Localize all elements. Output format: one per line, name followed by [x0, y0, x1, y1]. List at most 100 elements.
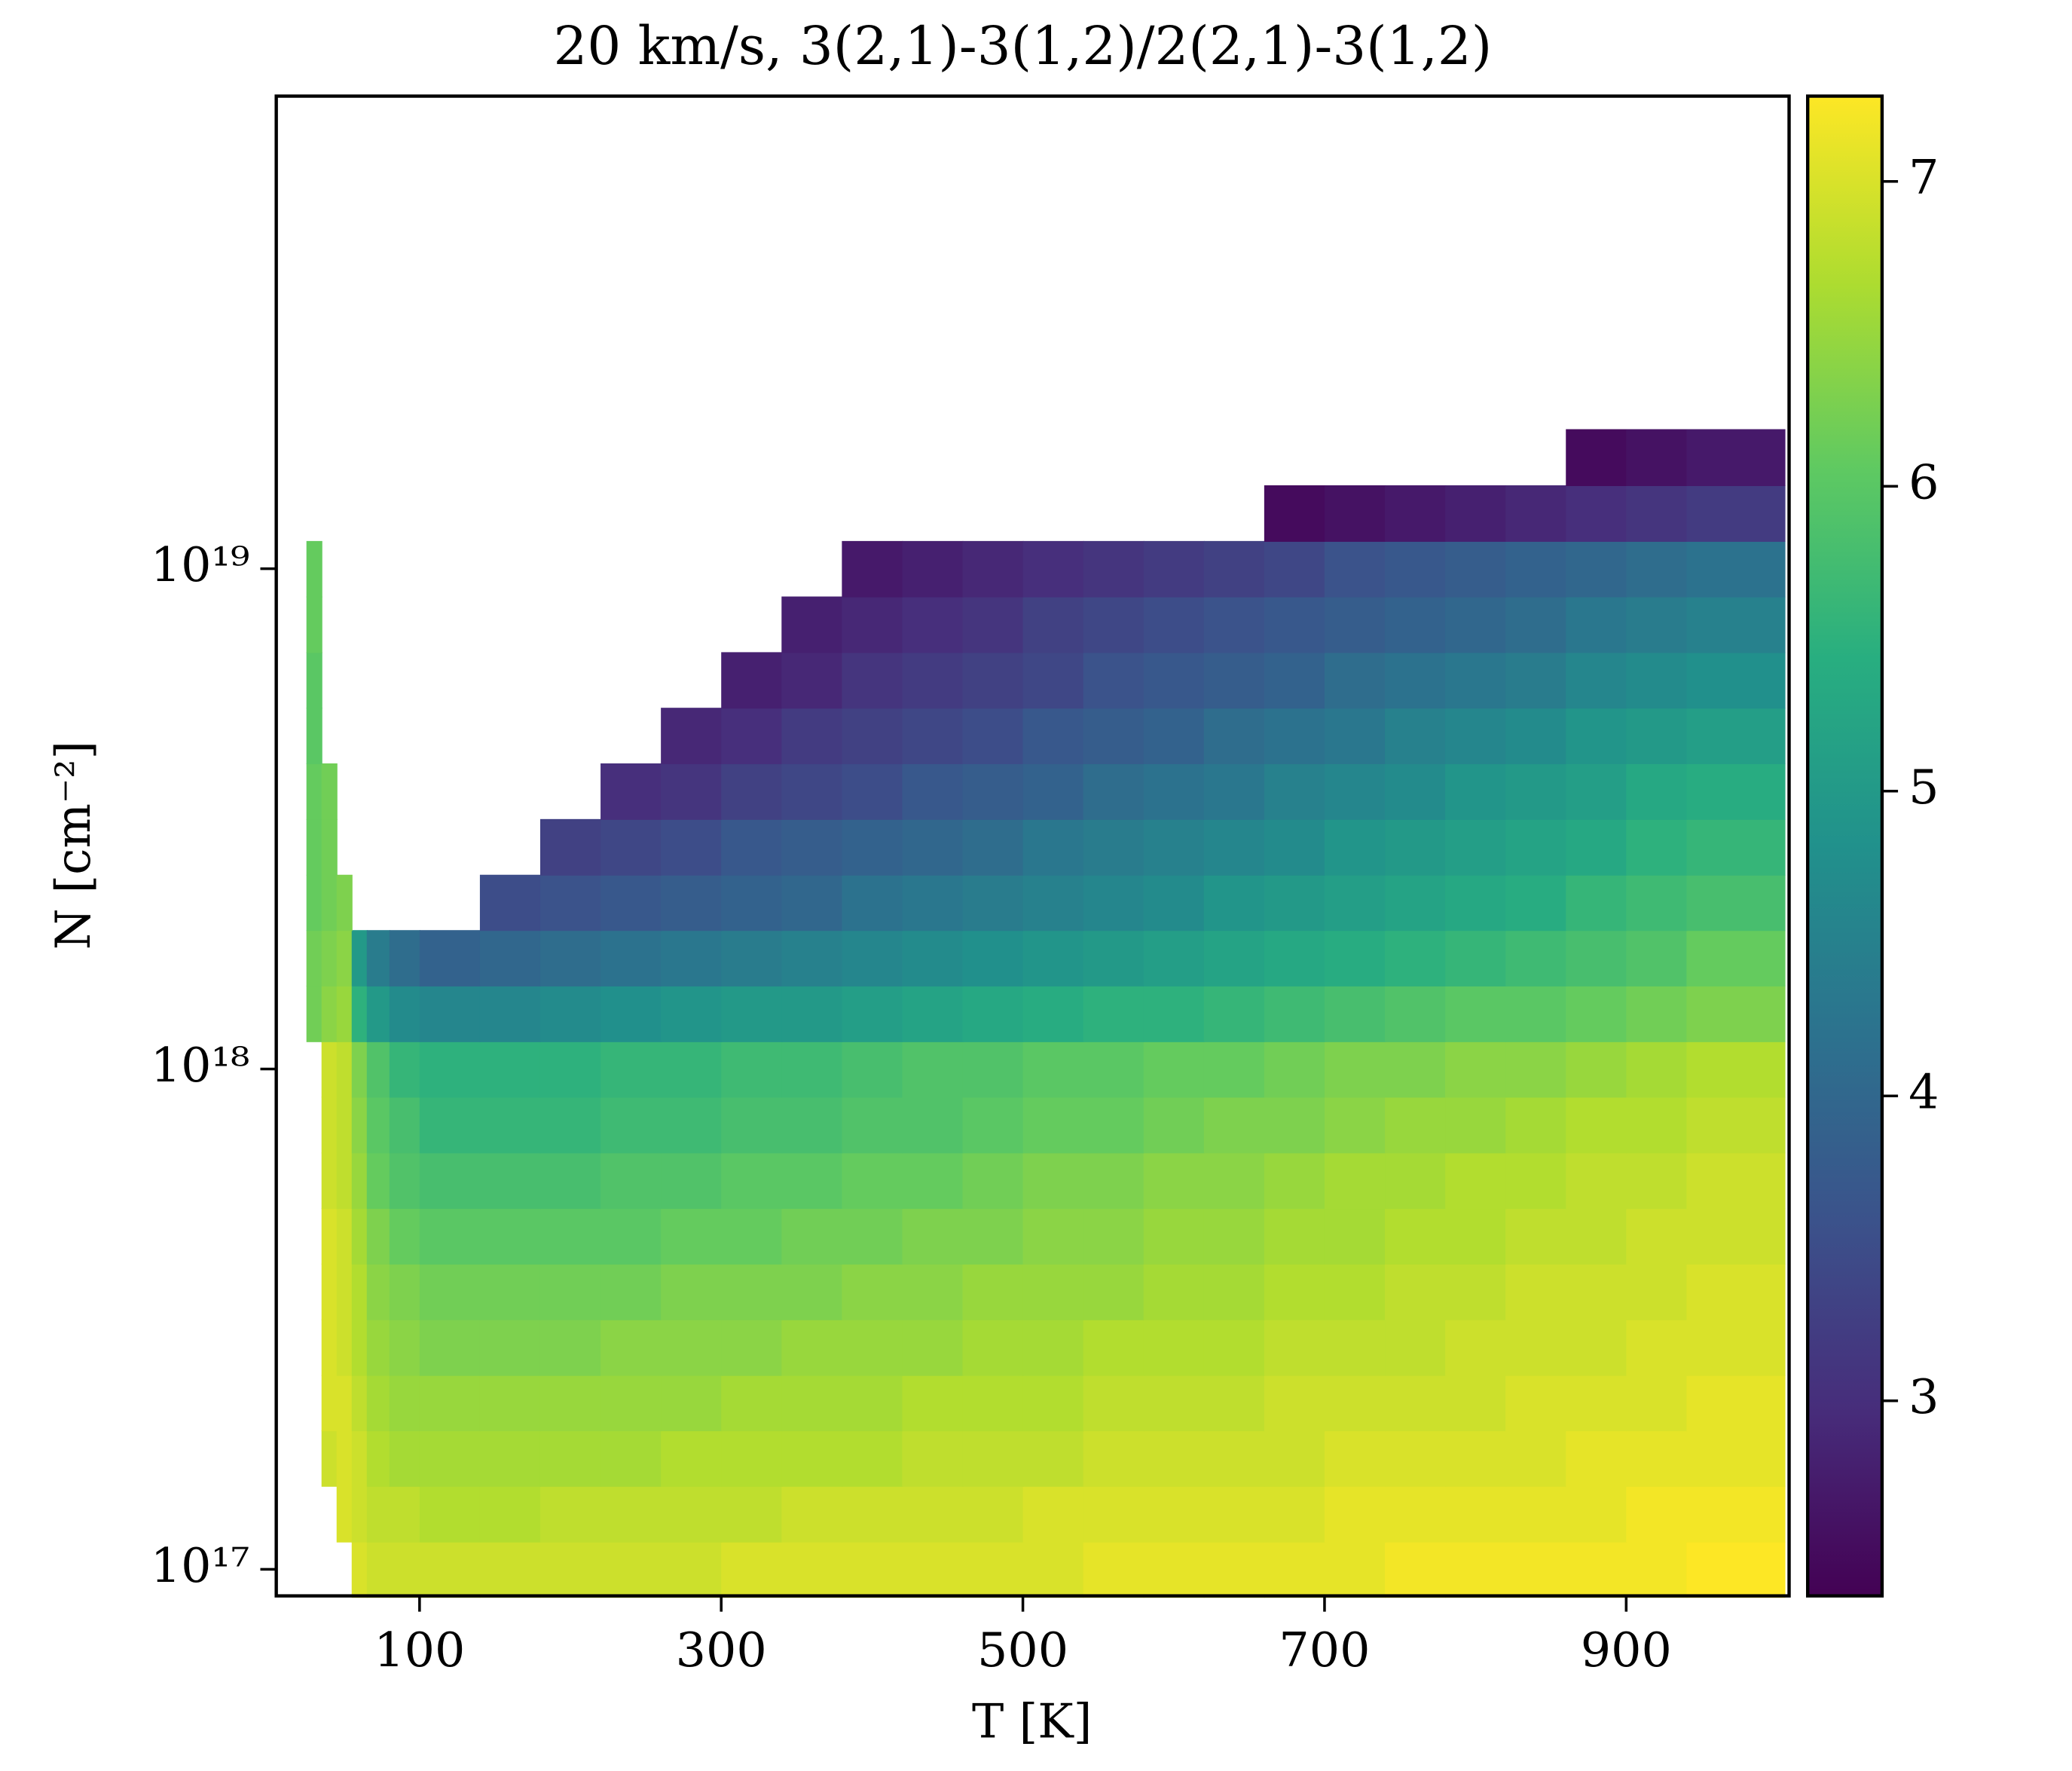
heatmap-cell: [661, 763, 723, 820]
heatmap-cell: [306, 708, 322, 765]
heatmap-cell: [1143, 1319, 1205, 1376]
heatmap-cell: [336, 985, 353, 1042]
heatmap-cell: [842, 1208, 903, 1265]
heatmap-cell: [389, 1430, 420, 1487]
heatmap-cell: [351, 1152, 368, 1210]
heatmap-cell: [962, 1375, 1024, 1432]
heatmap-cell: [1445, 985, 1507, 1042]
heatmap-cell: [1203, 652, 1265, 709]
heatmap-cell: [1505, 485, 1567, 542]
heatmap-cell: [1626, 1152, 1688, 1210]
heatmap-cell: [1022, 985, 1084, 1042]
heatmap-cell: [351, 1097, 368, 1154]
heatmap-cell: [1686, 763, 1786, 820]
heatmap-cell: [902, 1541, 964, 1598]
heatmap-cell: [1385, 1208, 1447, 1265]
heatmap-cell: [902, 1208, 964, 1265]
heatmap-cell: [1385, 1152, 1447, 1210]
heatmap-cell: [539, 1152, 602, 1210]
heatmap-cell: [539, 1430, 602, 1487]
heatmap-cell: [1022, 1375, 1084, 1432]
heatmap-cell: [1083, 763, 1144, 820]
heatmap-cell: [366, 985, 390, 1042]
heatmap-cell: [1686, 708, 1786, 765]
heatmap-cell: [1566, 708, 1627, 765]
heatmap-cell: [1143, 1041, 1205, 1098]
heatmap-cell: [1626, 540, 1688, 598]
heatmap-cell: [1566, 763, 1627, 820]
heatmap-cell: [389, 1485, 420, 1543]
heatmap-cell: [962, 1319, 1024, 1376]
heatmap-cell: [842, 874, 903, 931]
heatmap-cell: [1566, 874, 1627, 931]
heatmap-cell: [842, 1041, 903, 1098]
heatmap-cell: [902, 763, 964, 820]
heatmap-cell: [842, 1319, 903, 1376]
heatmap-cell: [1445, 763, 1507, 820]
heatmap-cell: [1022, 708, 1084, 765]
heatmap-cell: [601, 1152, 662, 1210]
heatmap-cell: [336, 1041, 353, 1098]
heatmap-cell: [1324, 1208, 1386, 1265]
heatmap-cell: [306, 763, 322, 820]
heatmap-cell: [1324, 1263, 1386, 1320]
heatmap-cell: [1203, 540, 1265, 598]
heatmap-cell: [1324, 874, 1386, 931]
heatmap-cell: [1686, 930, 1786, 986]
heatmap-cell: [479, 985, 542, 1042]
colorbar: [1805, 94, 1884, 1598]
heatmap-cell: [351, 1541, 368, 1598]
heatmap-cell: [351, 930, 368, 986]
heatmap-cell: [306, 596, 322, 653]
heatmap-cell: [661, 818, 723, 876]
heatmap-cell: [1083, 1041, 1144, 1098]
heatmap-cell: [962, 596, 1024, 653]
heatmap-cell: [1143, 1208, 1205, 1265]
heatmap-cell: [661, 1485, 723, 1543]
heatmap-cell: [842, 1485, 903, 1543]
heatmap-cell: [962, 708, 1024, 765]
heatmap-cell: [661, 874, 723, 931]
heatmap-cell: [1083, 1263, 1144, 1320]
heatmap-cell: [1022, 1041, 1084, 1098]
heatmap-cell: [601, 1041, 662, 1098]
heatmap-cell: [1264, 985, 1326, 1042]
heatmap-cell: [1264, 874, 1326, 931]
heatmap-cell: [601, 1208, 662, 1265]
heatmap-cell: [1686, 1041, 1786, 1098]
heatmap-cell: [1324, 930, 1386, 986]
heatmap-cell: [721, 985, 783, 1042]
heatmap-cell: [1022, 652, 1084, 709]
colorbar-tick-label: 5: [1909, 759, 1939, 815]
heatmap-cell: [1626, 596, 1688, 653]
heatmap-cell: [1445, 485, 1507, 542]
heatmap-cell: [419, 1263, 481, 1320]
heatmap-cell: [1626, 1208, 1688, 1265]
heatmap-cell: [419, 1375, 481, 1432]
heatmap-cell: [539, 1263, 602, 1320]
heatmap-cell: [601, 930, 662, 986]
heatmap-cell: [419, 1097, 481, 1154]
heatmap-cell: [1445, 1097, 1507, 1154]
heatmap-cell: [601, 874, 662, 931]
heatmap-cell: [1264, 763, 1326, 820]
heatmap-cell: [479, 930, 542, 986]
heatmap-cell: [1686, 1097, 1786, 1154]
heatmap-cell: [721, 1430, 783, 1487]
heatmap-cell: [479, 1097, 542, 1154]
heatmap-cell: [1264, 1152, 1326, 1210]
heatmap-cell: [1143, 1430, 1205, 1487]
heatmap-cell: [1686, 874, 1786, 931]
heatmap-cell: [336, 1319, 353, 1376]
heatmap-cell: [781, 1263, 843, 1320]
heatmap-cell: [479, 874, 542, 931]
heatmap-cell: [366, 1430, 390, 1487]
heatmap-cell: [1626, 874, 1688, 931]
heatmap-cell: [1203, 1041, 1265, 1098]
heatmap-cell: [1505, 708, 1567, 765]
heatmap-cell: [1083, 540, 1144, 598]
heatmap-cell: [479, 1485, 542, 1543]
heatmap-cell: [1385, 1263, 1447, 1320]
heatmap-cell: [962, 1541, 1024, 1598]
heatmap-cell: [419, 1152, 481, 1210]
